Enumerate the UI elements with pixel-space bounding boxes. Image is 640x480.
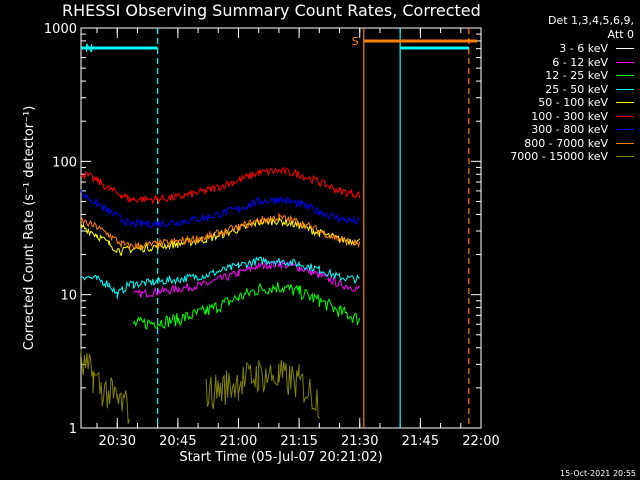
legend-entry-label: 300 - 800 keV <box>531 123 608 137</box>
legend-entry: 300 - 800 keV <box>484 123 634 137</box>
series-line <box>80 212 361 251</box>
x-tick-label: 21:45 <box>402 434 439 449</box>
legend-entry-label: 3 - 6 keV <box>559 42 608 56</box>
legend-entry-label: 7000 - 15000 keV <box>510 150 608 164</box>
y-tick-label: 10 <box>60 289 77 304</box>
legend-entry: 7000 - 15000 keV <box>484 150 634 164</box>
x-tick-label: 21:15 <box>280 434 317 449</box>
x-tick-label: 22:00 <box>462 434 499 449</box>
legend-entry: 100 - 300 keV <box>484 110 634 124</box>
legend-swatch <box>616 88 634 90</box>
legend-entry: 50 - 100 keV <box>484 96 634 110</box>
y-tick-label: 100 <box>52 155 77 170</box>
legend-entry: 6 - 12 keV <box>484 56 634 70</box>
legend-swatch <box>616 156 634 158</box>
legend-entry-label: 50 - 100 keV <box>538 96 608 110</box>
legend-swatch <box>616 142 634 144</box>
legend-entry: 12 - 25 keV <box>484 69 634 83</box>
x-axis-label: Start Time (05-Jul-07 20:21:02) <box>179 450 382 465</box>
legend-entry-label: 800 - 7000 keV <box>524 136 608 150</box>
legend-title-line-2: Att 0 <box>607 28 634 41</box>
series-line <box>80 349 320 424</box>
flag-label: S <box>352 35 359 48</box>
legend-entry-label: 100 - 300 keV <box>531 109 608 123</box>
chart-title: RHESSI Observing Summary Count Rates, Co… <box>62 1 481 20</box>
y-tick-label: 1000 <box>44 22 77 37</box>
x-tick-label: 20:45 <box>159 434 196 449</box>
flag-label: N <box>85 42 93 55</box>
legend-entry: 800 - 7000 keV <box>484 137 634 151</box>
legend-swatch <box>616 102 634 104</box>
footer-timestamp: 15-Oct-2021 20:55 <box>560 469 636 478</box>
y-axis-label: Corrected Count Rate (s⁻¹ detector⁻¹) <box>22 106 37 351</box>
legend-swatch <box>616 61 634 63</box>
legend-swatch <box>616 115 634 117</box>
legend-title-line-1: Det 1,3,4,5,6,9, <box>547 14 634 27</box>
legend-entry: 25 - 50 keV <box>484 83 634 97</box>
series-line <box>80 189 360 229</box>
series-line <box>80 167 361 205</box>
legend-entry-label: 25 - 50 keV <box>545 82 608 96</box>
y-tick-label: 1 <box>69 422 77 437</box>
x-tick-label: 21:30 <box>341 434 378 449</box>
series-line <box>133 259 361 298</box>
series-line <box>80 256 360 299</box>
x-tick-label: 21:00 <box>220 434 257 449</box>
legend: Det 1,3,4,5,6,9, Att 0 3 - 6 keV 6 - 12 k… <box>484 14 634 164</box>
legend-entry: 3 - 6 keV <box>484 42 634 56</box>
legend-swatch <box>616 75 634 77</box>
x-tick-label: 20:30 <box>99 434 136 449</box>
legend-entry-label: 6 - 12 keV <box>552 55 608 69</box>
legend-swatch <box>616 129 634 131</box>
plot-frame <box>80 27 482 429</box>
series-line <box>132 291 361 355</box>
legend-entry-label: 12 - 25 keV <box>545 69 608 83</box>
legend-swatch <box>616 48 634 50</box>
series-line <box>132 282 361 331</box>
